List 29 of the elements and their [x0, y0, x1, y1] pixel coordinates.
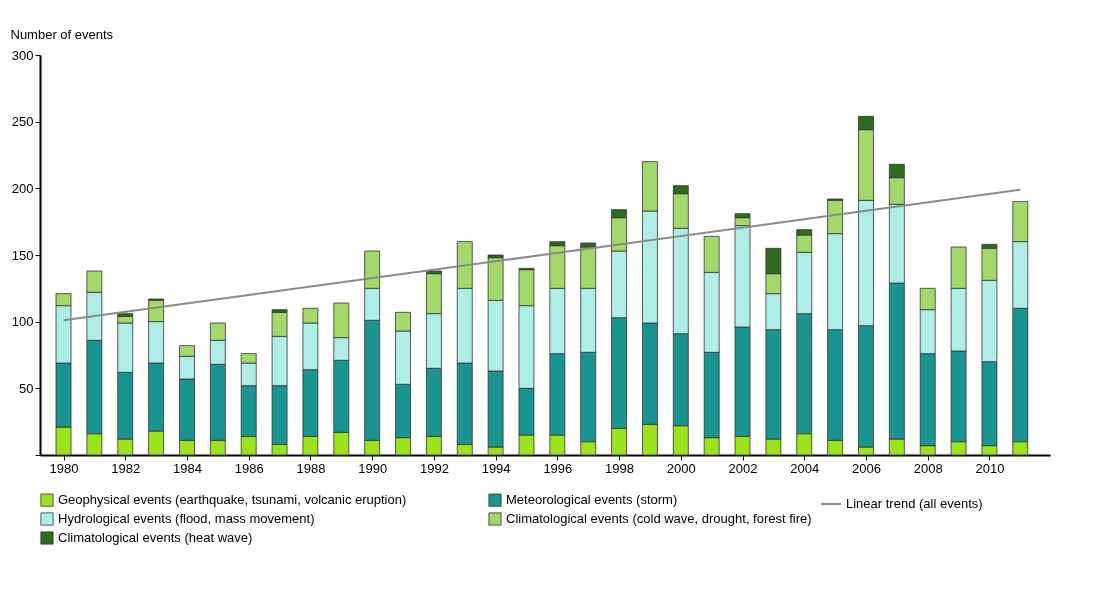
x-tick-label: 2008 [913, 460, 943, 476]
y-tick-label: 150 [11, 247, 34, 263]
legend-label: Hydrological events (flood, mass movement) [58, 511, 315, 526]
x-tick-label: 1990 [358, 460, 388, 476]
x-tick-label: 1982 [111, 460, 141, 476]
y-tick-label: 50 [19, 380, 34, 396]
y-tick-label: 250 [11, 114, 34, 130]
legend-label: Climatological events (heat wave) [58, 530, 253, 545]
x-tick-label: 1984 [173, 460, 202, 476]
x-tick-label: 2004 [790, 460, 820, 476]
x-tick-label: 1986 [234, 460, 264, 476]
x-tick-label: 1980 [49, 460, 79, 476]
x-tick-label: 2002 [728, 460, 758, 476]
x-tick-label: 1988 [296, 460, 326, 476]
x-tick-label: 2000 [666, 460, 696, 476]
x-tick-label: 1998 [605, 460, 635, 476]
legend-label: Linear trend (all events) [846, 496, 983, 511]
x-tick-label: 1994 [481, 460, 511, 476]
y-tick-label: 200 [11, 180, 34, 196]
legend-label: Climatological events (cold wave, drought, forest fire) [506, 511, 812, 526]
y-tick-label: 100 [11, 314, 34, 330]
x-tick-label: 1992 [419, 460, 449, 476]
x-tick-label: 2010 [975, 460, 1005, 476]
y-axis-title: Number of events [10, 26, 114, 42]
y-tick-label: 300 [11, 47, 34, 63]
legend-label: Meteorological events (storm) [506, 492, 678, 508]
x-tick-label: 2006 [852, 460, 881, 476]
x-tick-label: 1996 [543, 460, 573, 476]
legend-label: Geophysical events (earthquake, tsunami, volcanic eruption) [58, 492, 407, 508]
